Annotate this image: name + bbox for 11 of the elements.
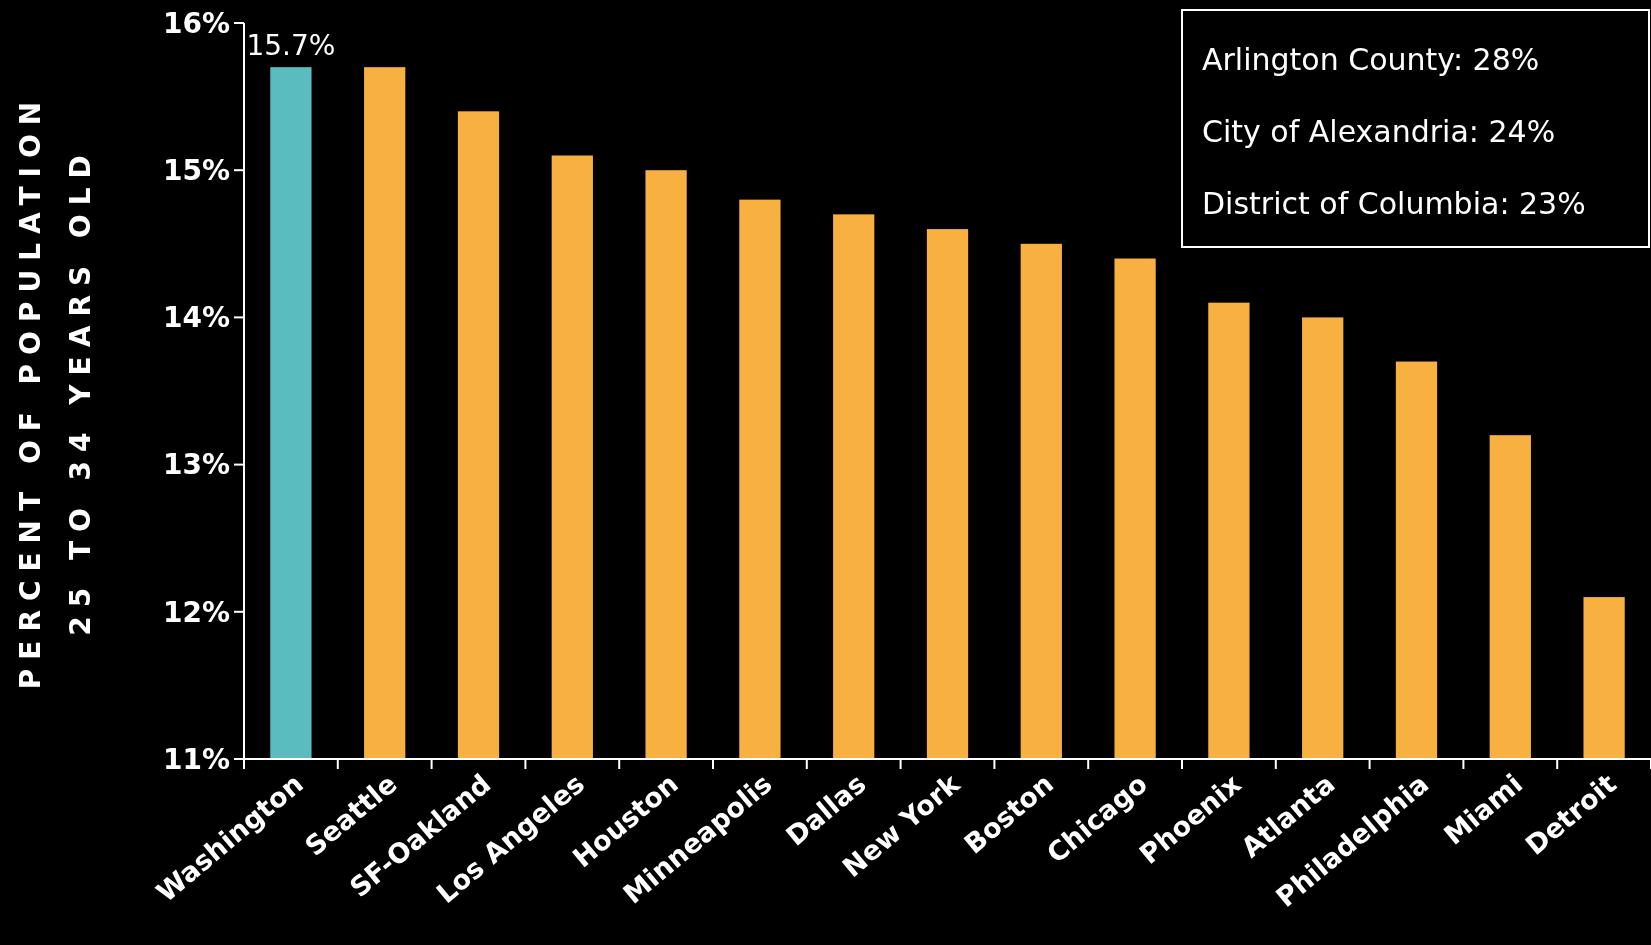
y-tick-label: 14% [162, 301, 230, 335]
y-tick-label: 13% [162, 448, 230, 482]
data-label: 15.7% [246, 29, 336, 63]
y-tick-label: 15% [162, 154, 230, 187]
annotation: City of Alexandria: 24% [1202, 114, 1556, 149]
annotation: District of Columbia: 23% [1202, 186, 1586, 221]
y-tick-label: 12% [162, 595, 230, 629]
y-tick-label: 11% [162, 742, 230, 776]
y-axis-title: PERCENT OF POPULATION 25 TO 34 YEARS OLD [14, 92, 97, 690]
annotation: Arlington County: 28% [1202, 42, 1540, 77]
y-tick-label: 16% [162, 6, 230, 40]
